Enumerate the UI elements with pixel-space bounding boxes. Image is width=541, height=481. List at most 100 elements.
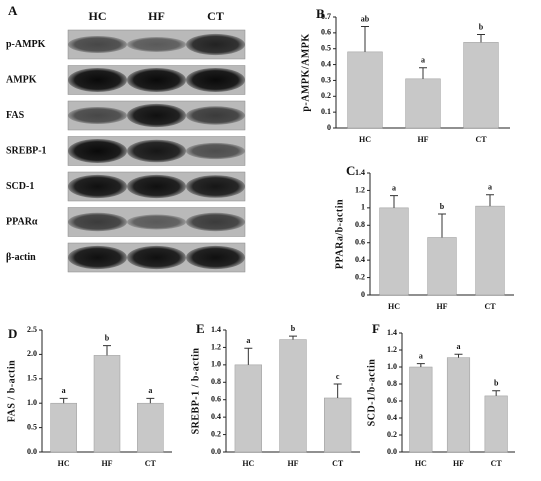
bar [409, 366, 433, 453]
lane-label: HF [148, 9, 165, 23]
significance-letter: a [419, 351, 423, 360]
y-tick-label: 0.2 [387, 430, 397, 439]
y-tick-label: 0.8 [355, 220, 365, 229]
blot-band [68, 139, 127, 163]
blot-band [68, 107, 127, 124]
error-bar [244, 347, 253, 365]
y-tick-label: 0.1 [321, 107, 331, 116]
x-tick-label: CT [145, 459, 157, 468]
error-bar [486, 194, 494, 207]
bar [347, 51, 383, 129]
y-tick-label: 0.5 [27, 422, 37, 431]
x-tick-label: HF [436, 302, 447, 311]
bar [446, 357, 471, 453]
error-bar [454, 353, 463, 358]
error-bar [333, 383, 342, 398]
y-tick-label: 1 [361, 203, 365, 212]
significance-letter: c [336, 372, 340, 381]
y-tick-label: 1.2 [355, 185, 365, 194]
lane-label: CT [207, 9, 224, 23]
blot-band [68, 245, 127, 270]
blot-band [186, 33, 245, 56]
error-bar [390, 195, 398, 208]
significance-letter: a [246, 336, 250, 345]
blot-band [68, 36, 127, 53]
x-tick-label: HC [415, 459, 427, 468]
panel-label: C [346, 163, 355, 178]
blot-band [127, 37, 186, 52]
row-label: β-actin [6, 252, 36, 263]
y-tick-label: 0.3 [321, 75, 331, 84]
significance-letter: a [457, 342, 461, 351]
blot-band [127, 174, 186, 199]
y-tick-label: 0.5 [321, 44, 331, 53]
bar [324, 397, 352, 453]
row-label: PPARα [6, 216, 38, 227]
y-tick-label: 1.4 [387, 328, 397, 337]
y-tick-label: 0.2 [321, 91, 331, 100]
y-tick-label: 0.6 [387, 396, 397, 405]
x-tick-label: CT [332, 459, 344, 468]
blot-band [68, 68, 127, 92]
x-tick-label: HF [453, 459, 464, 468]
y-axis-label: p-AMPK/AMPK [300, 33, 311, 111]
y-tick-label: 0.4 [355, 255, 365, 264]
x-tick-label: HF [417, 135, 428, 144]
y-tick-label: 0.0 [387, 447, 397, 456]
blot-band [68, 212, 127, 232]
error-bar [103, 345, 111, 356]
y-axis-label: PPARa/b-actin [334, 199, 345, 269]
error-bar [59, 397, 68, 404]
significance-letter: a [62, 386, 66, 395]
x-tick-label: HC [58, 459, 70, 468]
x-tick-label: HC [359, 135, 371, 144]
x-tick-label: CT [484, 302, 496, 311]
y-axis-label: SCD-1/b-actin [366, 359, 377, 427]
x-tick-label: HC [242, 459, 254, 468]
significance-letter: b [105, 333, 110, 342]
bar [379, 207, 409, 296]
y-tick-label: 0.6 [355, 238, 365, 247]
panel-label: B [316, 6, 325, 21]
panel-label: F [372, 321, 380, 336]
y-tick-label: 2.0 [27, 349, 37, 358]
blot-band [186, 245, 245, 270]
y-tick-label: 0 [327, 123, 331, 132]
y-tick-label: 0.6 [321, 28, 331, 37]
significance-letter: b [291, 324, 296, 333]
bar [484, 395, 508, 453]
panel-label: E [196, 321, 205, 336]
significance-letter: a [148, 386, 152, 395]
row-label: FAS [6, 110, 25, 121]
error-bar [419, 67, 427, 79]
y-tick-label: 0.0 [27, 447, 37, 456]
y-tick-label: 1.0 [27, 398, 37, 407]
blot-band [127, 68, 186, 92]
y-tick-label: 0.2 [355, 272, 365, 281]
y-tick-label: 0.8 [387, 379, 397, 388]
blot-band [68, 174, 127, 199]
bar [475, 205, 505, 296]
blot-band [186, 142, 245, 160]
bar [93, 355, 121, 453]
significance-letter: a [392, 183, 396, 192]
y-tick-label: 1.4 [211, 325, 221, 334]
bar [137, 402, 164, 453]
bar [234, 364, 262, 453]
y-tick-label: 0.8 [211, 377, 221, 386]
y-tick-label: 0.4 [211, 412, 221, 421]
y-tick-label: 1.2 [387, 345, 397, 354]
error-bar [289, 335, 297, 340]
significance-letter: a [488, 183, 492, 192]
bar [405, 78, 441, 129]
blot-band [186, 106, 245, 125]
bar [427, 237, 457, 296]
row-label: p-AMPK [6, 39, 46, 50]
bar [279, 339, 307, 453]
error-bar [416, 363, 425, 367]
y-tick-label: 0.4 [321, 59, 331, 68]
blot-band [127, 245, 186, 270]
lane-label: HC [89, 9, 107, 23]
x-tick-label: HC [388, 302, 400, 311]
